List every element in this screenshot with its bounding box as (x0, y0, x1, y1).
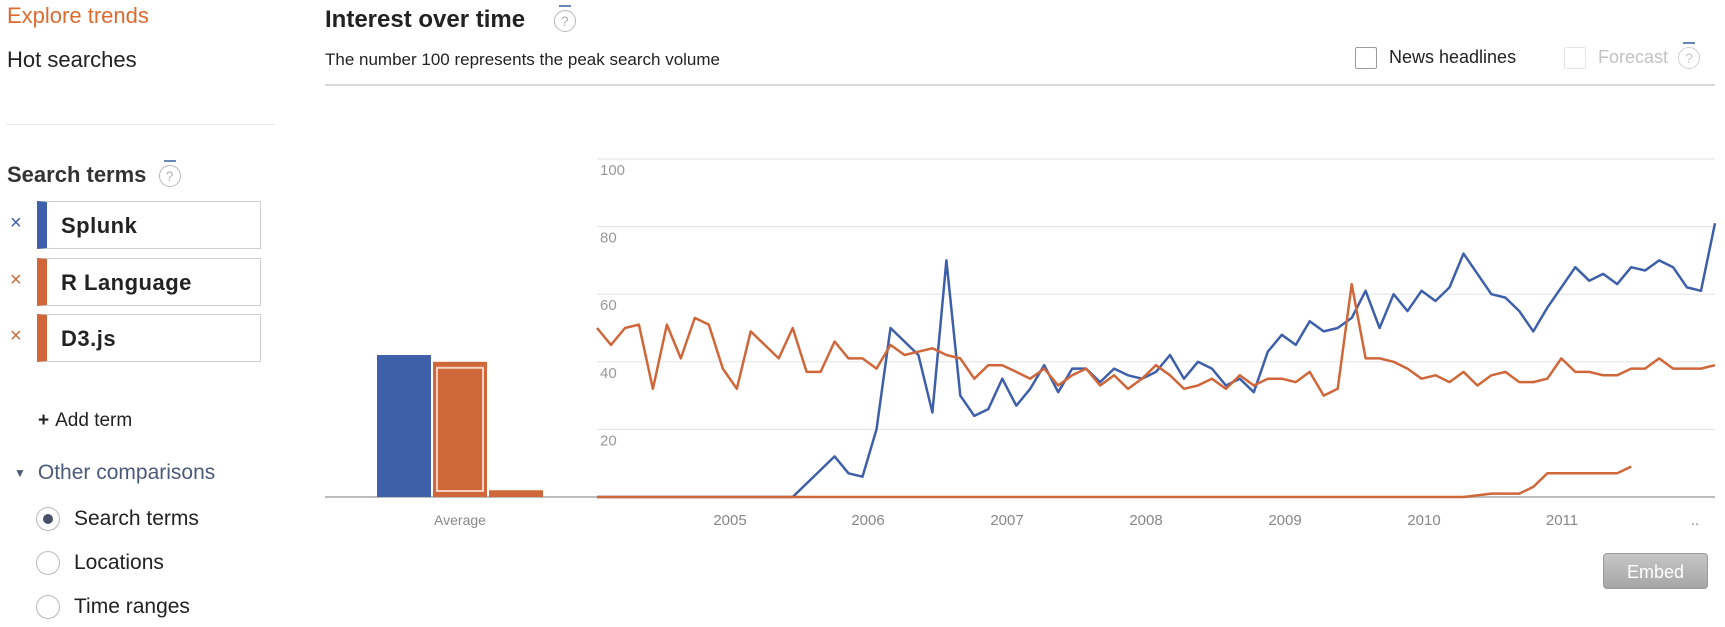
close-icon[interactable]: × (10, 325, 22, 347)
forecast-checkbox[interactable] (1564, 47, 1586, 70)
search-term-box[interactable]: D3.js (37, 314, 261, 362)
explore-trends-link[interactable]: Explore trends (7, 3, 149, 28)
x-tick-label: .. (1691, 512, 1699, 529)
sidebar: Explore trends Hot searches Search terms… (0, 0, 280, 627)
embed-button[interactable]: Embed (1603, 553, 1708, 589)
other-comparisons-label: Other comparisons (37, 461, 216, 484)
add-term-label: Add term (55, 410, 133, 431)
gridlines (325, 158, 1715, 498)
radio-time-ranges[interactable]: Time ranges (36, 595, 190, 620)
help-icon[interactable]: ? (553, 4, 576, 32)
x-tick-label: 2006 (851, 512, 884, 529)
other-comparisons-toggle[interactable]: ▼ Other comparisons (14, 461, 215, 485)
series-line-d3-js (597, 465, 1632, 499)
average-bar-r-language (433, 361, 487, 497)
search-term-label: Splunk (61, 213, 138, 238)
search-terms-heading: Search terms ? (7, 160, 181, 188)
page-subtitle: The number 100 represents the peak searc… (325, 50, 721, 69)
search-term-d3js: × D3.js (7, 314, 265, 364)
y-tick-label: 20 (600, 432, 617, 449)
caret-down-icon: ▼ (14, 466, 26, 481)
y-tick-label: 80 (600, 230, 617, 247)
x-tick-label: 2007 (990, 512, 1023, 529)
radio-label: Time ranges (74, 595, 190, 618)
x-tick-label: 2010 (1407, 512, 1440, 529)
add-term-link[interactable]: + Add term (38, 410, 132, 432)
y-tick-label: 40 (600, 365, 617, 382)
sidebar-divider (7, 124, 275, 125)
y-tick-label: 60 (600, 297, 617, 314)
news-headlines-checkbox[interactable] (1355, 47, 1377, 70)
forecast-toggle[interactable]: Forecast? (1564, 42, 1701, 70)
x-tick-label: 2009 (1268, 512, 1301, 529)
average-bar-splunk (377, 355, 431, 497)
x-axis-ticks: 2005 2006 2007 2008 2009 2010 2011.. (713, 512, 1699, 529)
search-term-r-language: × R Language (7, 258, 265, 308)
search-term-label: R Language (61, 270, 192, 295)
y-tick-label: 100 (600, 162, 625, 179)
search-terms-heading-label: Search terms (7, 162, 147, 187)
close-icon[interactable]: × (10, 212, 22, 234)
news-headlines-toggle[interactable]: News headlines (1355, 47, 1517, 70)
search-term-splunk: × Splunk (7, 201, 265, 251)
radio-icon[interactable] (36, 551, 60, 576)
hot-searches-link[interactable]: Hot searches (7, 47, 137, 72)
y-axis-ticks: 100 80 60 40 20 (600, 162, 625, 449)
help-icon[interactable]: ? (1678, 42, 1701, 70)
average-label: Average (434, 512, 486, 528)
forecast-label: Forecast (1598, 47, 1669, 67)
news-headlines-label: News headlines (1389, 47, 1517, 67)
average-bar-r-language-outline (436, 366, 484, 492)
help-icon[interactable]: ? (158, 160, 181, 188)
plus-icon: + (38, 410, 50, 431)
radio-icon[interactable] (36, 595, 60, 620)
series-lines (596, 222, 1717, 499)
average-bar-d3js (489, 490, 543, 497)
x-tick-label: 2011 (1546, 512, 1578, 529)
search-term-label: D3.js (61, 326, 117, 351)
radio-selected-icon[interactable] (36, 507, 60, 532)
series-line-splunk (597, 222, 1717, 499)
close-icon[interactable]: × (10, 269, 22, 291)
x-tick-label: 2008 (1129, 512, 1162, 529)
radio-label: Search terms (74, 507, 199, 530)
header-divider (325, 84, 1715, 86)
radio-label: Locations (74, 551, 164, 574)
page-title: Interest over time ? (325, 4, 576, 34)
radio-search-terms[interactable]: Search terms (36, 507, 199, 532)
page-title-label: Interest over time (325, 6, 526, 33)
search-term-box[interactable]: R Language (37, 258, 261, 306)
average-bars: Average (377, 355, 543, 528)
x-tick-label: 2005 (713, 512, 746, 529)
search-term-box[interactable]: Splunk (37, 201, 261, 249)
radio-locations[interactable]: Locations (36, 551, 164, 576)
series-line-r-language (596, 282, 1716, 397)
